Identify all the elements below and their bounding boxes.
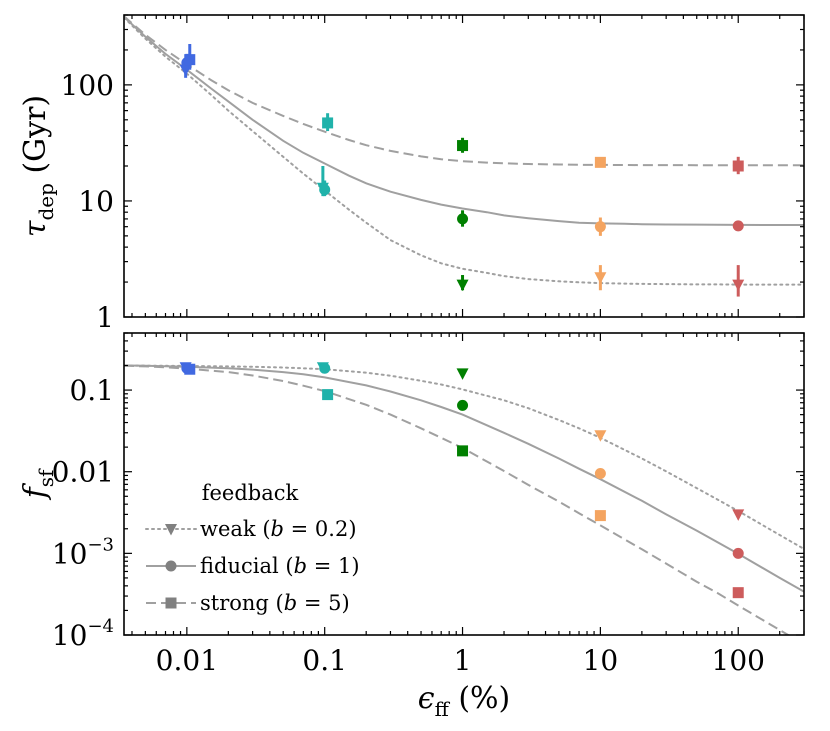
curve-fiducial (124, 16, 804, 226)
y-tick-label: 0.01 (52, 456, 114, 489)
data-point-weak (594, 272, 607, 284)
x-tick-label: 100 (712, 644, 765, 677)
data-point-strong (594, 510, 606, 522)
data-point-fiducial (457, 213, 469, 225)
data-point-weak (732, 509, 745, 521)
data-point-strong (732, 160, 744, 172)
y-tick-label: 10−4 (52, 616, 114, 652)
y-axis-label-text: fsf (18, 468, 58, 500)
data-point-strong (594, 156, 606, 168)
legend-title: feedback (202, 481, 299, 505)
legend-label-fiducial: fiducial (b = 1) (200, 554, 360, 578)
curve-weak (124, 364, 804, 550)
data-point-weak (456, 279, 469, 292)
y-axis-label: τdep (Gyr) (18, 95, 58, 237)
legend-marker-strong (165, 597, 177, 609)
data-point-strong (732, 587, 744, 599)
data-point-fiducial (732, 547, 744, 559)
legend-label-weak: weak (b = 0.2) (200, 517, 357, 541)
data-point-weak (732, 279, 745, 292)
curve-strong (124, 15, 804, 167)
y-tick-label: 1 (96, 301, 114, 334)
data-point-weak (456, 368, 469, 380)
data-point-fiducial (319, 184, 331, 196)
legend-marker-weak (165, 524, 177, 536)
data-point-fiducial (457, 399, 469, 411)
x-axis-label: ϵff (%) (418, 681, 510, 721)
y-axis-label: fsf (18, 468, 58, 500)
data-point-strong (457, 140, 469, 152)
data-point-fiducial (319, 362, 331, 374)
data-point-weak (594, 430, 607, 442)
y-tick-label: 0.1 (69, 374, 114, 407)
data-point-strong (457, 445, 469, 457)
x-tick-label: 1 (454, 644, 472, 677)
data-point-strong (322, 389, 334, 401)
x-tick-label: 10 (583, 644, 619, 677)
x-tick-label: 0.1 (302, 644, 347, 677)
data-point-strong (184, 363, 196, 375)
y-tick-label: 100 (61, 69, 114, 102)
data-point-fiducial (594, 468, 606, 480)
data-point-strong (184, 54, 196, 66)
data-point-fiducial (732, 220, 744, 232)
curve-weak (124, 16, 804, 286)
legend-marker-fiducial (165, 560, 177, 572)
data-point-strong (322, 117, 334, 129)
data-point-fiducial (594, 221, 606, 233)
curve-strong (124, 364, 791, 635)
y-tick-label: 10−3 (52, 534, 114, 570)
y-axis-label-text: τdep (Gyr) (18, 95, 58, 237)
curve-fiducial (124, 364, 804, 593)
plot-frame (123, 14, 805, 318)
y-tick-label: 10 (78, 185, 114, 218)
legend: feedback weak (b = 0.2) fiducial (b = 1) st… (145, 481, 360, 615)
x-tick-label: 0.01 (156, 644, 218, 677)
legend-label-strong: strong (b = 5) (200, 591, 350, 615)
